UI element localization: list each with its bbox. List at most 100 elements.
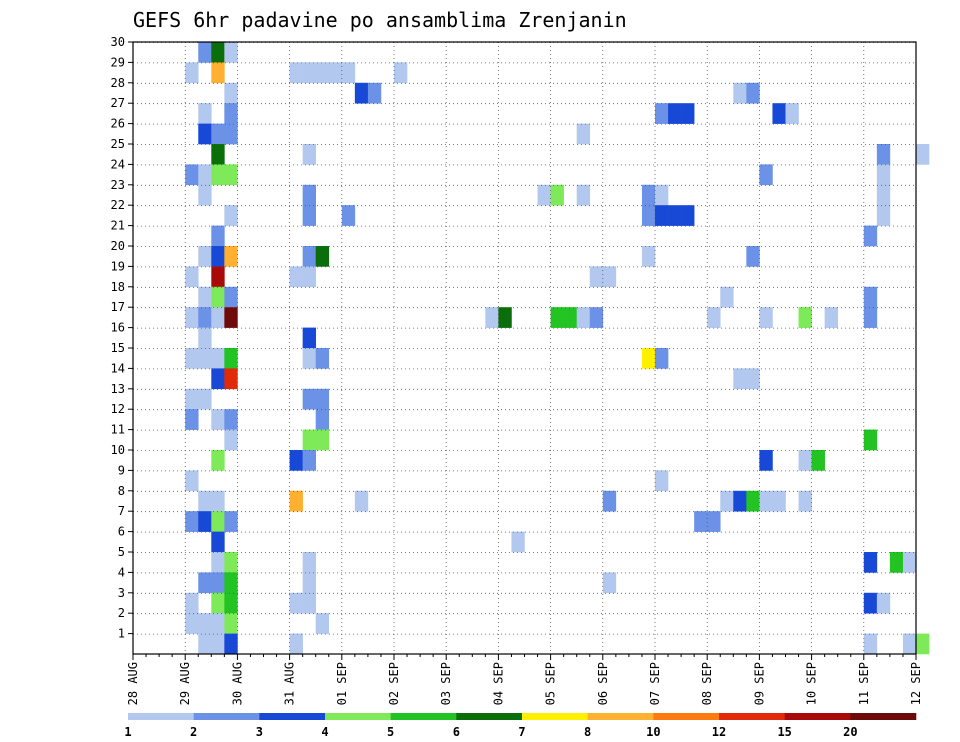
heatmap-cell	[211, 123, 225, 145]
heatmap-cell	[641, 246, 656, 267]
x-tick-label: 07 SEP	[648, 662, 662, 705]
heatmap-cell	[185, 409, 199, 430]
heatmap-cell	[198, 348, 212, 369]
y-tick-label: 12	[111, 402, 125, 416]
x-tick-label: 06 SEP	[596, 662, 610, 705]
heatmap-cell	[211, 613, 225, 634]
colorbar-swatch	[193, 713, 260, 720]
heatmap-cell	[224, 123, 238, 145]
heatmap-cell	[224, 286, 238, 308]
heatmap-cell	[302, 592, 316, 614]
heatmap-cell	[863, 225, 878, 247]
heatmap-cell	[289, 490, 303, 512]
heatmap-cell	[185, 348, 199, 369]
y-tick-label: 27	[111, 96, 125, 110]
heatmap-cells	[185, 42, 930, 655]
colorbar-label: 3	[256, 725, 263, 739]
heatmap-cell	[315, 429, 330, 451]
heatmap-cell	[602, 490, 617, 512]
heatmap-cell	[302, 429, 316, 451]
heatmap-cell	[198, 613, 212, 634]
heatmap-cell	[863, 286, 878, 308]
x-tick-label: 10 SEP	[805, 662, 819, 705]
heatmap-cell	[198, 286, 212, 308]
heatmap-cell	[550, 184, 564, 206]
y-tick-label: 30	[111, 35, 125, 49]
heatmap-cell	[211, 225, 225, 247]
heatmap-cell	[668, 205, 682, 226]
colorbar-swatch	[719, 713, 785, 720]
heatmap-cell	[876, 184, 891, 206]
y-tick-label: 4	[118, 565, 125, 579]
heatmap-cell	[863, 307, 878, 328]
heatmap-cell	[224, 368, 238, 390]
heatmap-cell	[563, 307, 577, 328]
heatmap-cell	[328, 62, 343, 84]
heatmap-cell	[198, 388, 212, 410]
heatmap-cell	[185, 388, 199, 410]
heatmap-cell	[198, 164, 212, 186]
heatmap-cell	[902, 633, 917, 655]
x-tick-label: 29 AUG	[178, 662, 192, 705]
heatmap-cell	[185, 511, 199, 532]
heatmap-cell	[655, 205, 669, 226]
colorbar-label: 1	[124, 725, 131, 739]
heatmap-cell	[224, 164, 238, 186]
x-tick-label: 04 SEP	[491, 662, 505, 705]
y-tick-label: 7	[118, 504, 125, 518]
heatmap-cell	[198, 184, 212, 206]
y-tick-label: 23	[111, 178, 125, 192]
heatmap-cell	[733, 368, 747, 390]
x-tick-label: 28 AUG	[126, 662, 140, 705]
heatmap-cell	[185, 592, 199, 614]
heatmap-cell	[198, 511, 212, 532]
heatmap-cell	[798, 307, 812, 328]
heatmap-cell	[211, 409, 225, 430]
heatmap-cell	[224, 511, 238, 532]
colorbar-swatch	[456, 713, 523, 720]
heatmap-cell	[211, 307, 225, 328]
x-tick-label: 03 SEP	[439, 662, 453, 705]
heatmap-cell	[576, 307, 591, 328]
heatmap-cell	[550, 307, 564, 328]
heatmap-cell	[733, 490, 747, 512]
heatmap-cell	[185, 613, 199, 634]
y-tick-label: 10	[111, 443, 125, 457]
heatmap-cell	[602, 572, 617, 594]
heatmap-cell	[576, 184, 591, 206]
x-tick-label: 01 SEP	[335, 662, 349, 705]
y-tick-label: 18	[111, 280, 125, 294]
heatmap-cell	[641, 348, 656, 369]
heatmap-cell	[746, 246, 760, 267]
heatmap-cell	[198, 572, 212, 594]
heatmap-cell	[302, 144, 316, 165]
heatmap-cell	[681, 103, 695, 124]
heatmap-cell	[655, 103, 669, 124]
y-tick-label: 15	[111, 341, 125, 355]
heatmap-cell	[211, 144, 225, 165]
heatmap-cell	[707, 307, 721, 328]
heatmap-cell	[876, 164, 891, 186]
colorbar-label: 7	[518, 725, 525, 739]
heatmap-cell	[341, 205, 356, 226]
y-tick-label: 21	[111, 219, 125, 233]
heatmap-cell	[302, 552, 316, 573]
heatmap-cell	[198, 103, 212, 124]
colorbar-swatch	[653, 713, 720, 720]
colorbar-label: 15	[777, 725, 791, 739]
heatmap-cell	[302, 246, 316, 267]
heatmap-cell	[211, 348, 225, 369]
heatmap-cell	[315, 246, 330, 267]
heatmap-cell	[876, 144, 891, 165]
heatmap-cell	[394, 62, 408, 84]
heatmap-cell	[211, 164, 225, 186]
heatmap-cell	[211, 531, 225, 553]
heatmap-cell	[772, 103, 786, 124]
y-tick-label: 9	[118, 463, 125, 477]
heatmap-cell	[302, 348, 316, 369]
heatmap-cell	[759, 164, 773, 186]
heatmap-cell	[772, 490, 786, 512]
heatmap-cell	[798, 450, 812, 471]
y-tick-label: 5	[118, 545, 125, 559]
colorbar: 1 2 3 4 5 6 7 8 10 12 15 20	[124, 713, 917, 739]
